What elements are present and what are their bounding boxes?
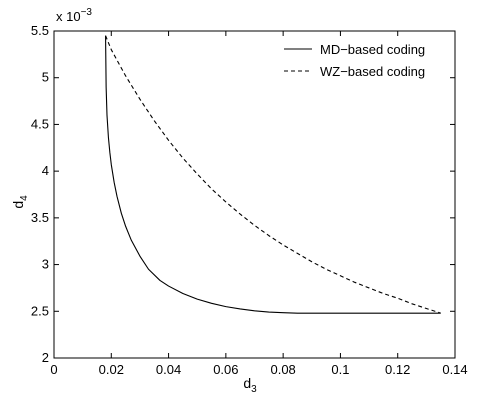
x-tick-label: 0.14 [442, 362, 467, 377]
y-multiplier-base: x 10 [56, 9, 81, 24]
x-axis: 0 0.02 0.04 0.06 0.08 0.1 0.12 0.14 [50, 31, 468, 377]
series-line-md-based-coding [105, 35, 441, 314]
y-axis-label-sub: 4 [19, 195, 30, 201]
x-tick-label: 0.08 [270, 362, 295, 377]
x-tick-label: 0.12 [385, 362, 410, 377]
x-axis-label-main: d [243, 375, 251, 391]
x-tick-label: 0.02 [99, 362, 124, 377]
y-tick-label: 4.5 [31, 116, 49, 131]
y-tick-label: 3.5 [31, 210, 49, 225]
legend-label-wz: WZ−based coding [320, 64, 425, 79]
y-axis-label: d4 [10, 195, 30, 209]
y-tick-label: 3 [42, 257, 49, 272]
x-axis-label-sub: 3 [251, 384, 257, 395]
y-multiplier-exponent: −3 [81, 7, 93, 18]
x-tick-label: 0.1 [331, 362, 349, 377]
x-tick-label: 0 [50, 362, 57, 377]
x-axis-label: d3 [243, 375, 257, 395]
x-tick-label: 0.04 [156, 362, 181, 377]
y-axis: 2 2.5 3 3.5 4 4.5 5 5.5 [31, 23, 455, 365]
y-tick-label: 2.5 [31, 303, 49, 318]
x-tick-label: 0.06 [213, 362, 238, 377]
y-tick-label: 5 [42, 70, 49, 85]
y-tick-label: 4 [42, 163, 49, 178]
series-layer [105, 35, 441, 314]
plot-area [53, 30, 456, 359]
y-axis-label-main: d [10, 201, 26, 209]
legend: MD−based coding WZ−based coding [284, 42, 425, 79]
y-multiplier: x 10−3 [56, 7, 92, 24]
legend-label-md: MD−based coding [320, 42, 425, 57]
y-tick-label: 2 [42, 350, 49, 365]
y-tick-label: 5.5 [31, 23, 49, 38]
series-line-wz-based-coding [105, 35, 441, 314]
